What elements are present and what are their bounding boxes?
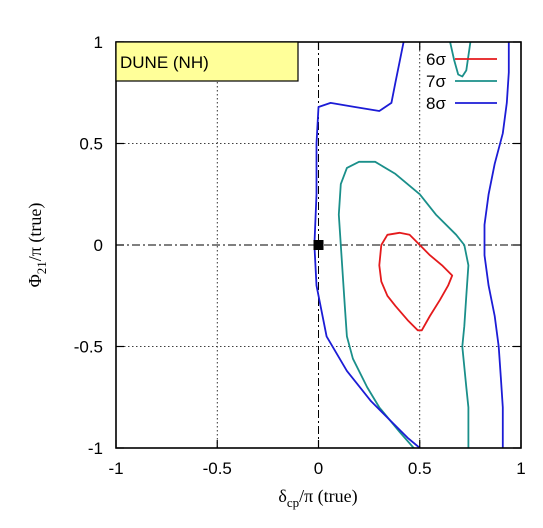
annotation-box: DUNE (NH)	[115, 41, 299, 82]
true-point-layer	[313, 240, 324, 250]
y-axis-title: Φ21/π (true)	[25, 203, 49, 288]
contour-8σ-3	[313, 42, 421, 448]
contour-7σ-2	[449, 42, 472, 78]
y-tick-label: -0.5	[74, 338, 103, 357]
x-tick-label: 1	[516, 459, 525, 478]
y-tick-label: -1	[88, 439, 103, 458]
svg-text:Φ21/π (true): Φ21/π (true)	[25, 203, 49, 288]
legend-label: 8σ	[426, 94, 446, 113]
x-axis-title-rest: /π (true)	[299, 486, 358, 507]
x-tick-label: -0.5	[203, 459, 232, 478]
axis-ticks: -1 -0.5 0 0.5 1 -1 -0.5 0 0.5 1	[74, 33, 526, 478]
x-tick-label: 0.5	[408, 459, 432, 478]
y-tick-label: 0.5	[79, 135, 103, 154]
y-axis-title-rest: /π (true)	[25, 203, 46, 262]
contour-8σ-4	[483, 42, 510, 448]
contour-series	[313, 42, 510, 448]
contour-6σ-0	[378, 231, 454, 332]
y-tick-label: 0	[94, 236, 103, 255]
svg-text:δcp/π (true): δcp/π (true)	[278, 486, 357, 510]
annotation-box-background	[115, 41, 299, 82]
x-tick-label: -1	[108, 459, 123, 478]
legend-label: 6σ	[426, 50, 446, 69]
grid-lines	[116, 42, 521, 448]
legend-label: 7σ	[426, 72, 446, 91]
y-axis-title-sub: 21	[34, 261, 49, 274]
true-point-marker	[313, 240, 324, 250]
x-axis-title: δcp/π (true)	[278, 486, 357, 510]
y-axis-title-main: Φ	[25, 274, 45, 287]
contour-7σ-1	[337, 160, 470, 448]
x-axis-title-main: δ	[278, 486, 286, 506]
legend: 6σ 7σ 8σ	[426, 50, 497, 113]
annotation-text: DUNE (NH)	[120, 53, 209, 72]
y-tick-label: 1	[94, 33, 103, 52]
x-axis-title-sub: cp	[287, 495, 299, 510]
x-tick-label: 0	[314, 459, 323, 478]
